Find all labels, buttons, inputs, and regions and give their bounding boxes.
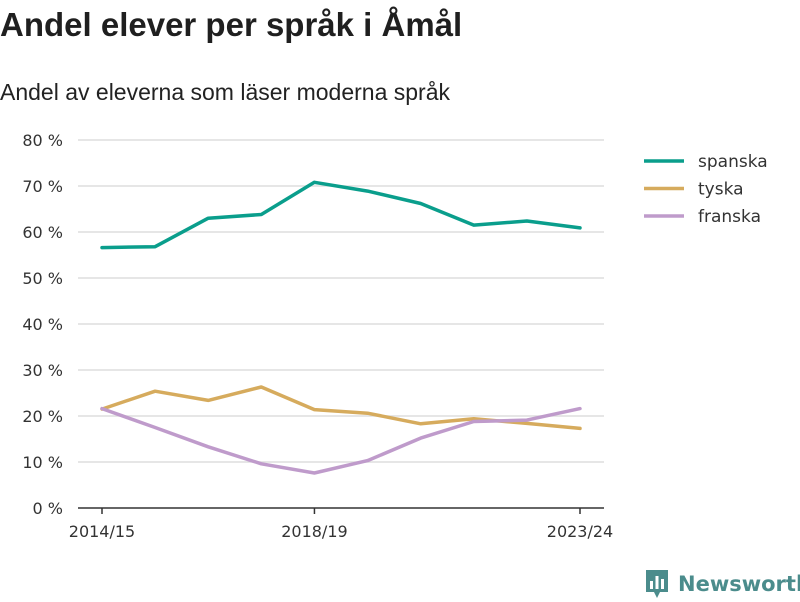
y-tick-label: 40 %	[22, 315, 63, 334]
y-tick-label: 0 %	[33, 499, 63, 518]
chart-subtitle: Andel av eleverna som läser moderna språ…	[0, 79, 451, 105]
y-tick-label: 20 %	[22, 407, 63, 426]
brand-logo: Newsworthy	[644, 566, 800, 602]
legend-label-tyska: tyska	[698, 180, 744, 200]
y-tick-label: 70 %	[22, 177, 63, 196]
legend: spanska tyska franska	[644, 152, 768, 227]
y-tick-label: 80 %	[22, 131, 63, 150]
series-line-spanska	[100, 180, 582, 250]
y-axis-tick-labels: 0 % 10 % 20 % 30 % 40 % 50 % 60 % 70 % 80 %	[22, 131, 63, 518]
newsworthy-logo-icon	[646, 570, 668, 598]
x-tick-label: 2014/15	[69, 522, 135, 541]
chart-title: Andel elever per språk i Åmål	[0, 6, 463, 43]
y-tick-label: 30 %	[22, 361, 63, 380]
series-lines	[100, 180, 582, 475]
series-line-franska	[100, 406, 582, 475]
brand-name: Newsworthy	[678, 572, 800, 596]
legend-label-spanska: spanska	[698, 152, 768, 172]
y-tick-label: 50 %	[22, 269, 63, 288]
x-axis: 2014/15 2018/19 2023/24	[69, 507, 613, 541]
y-tick-label: 10 %	[22, 453, 63, 472]
x-tick-label: 2018/19	[281, 522, 347, 541]
y-tick-label: 60 %	[22, 223, 63, 242]
x-tick-label: 2023/24	[547, 522, 613, 541]
legend-label-franska: franska	[698, 207, 761, 227]
